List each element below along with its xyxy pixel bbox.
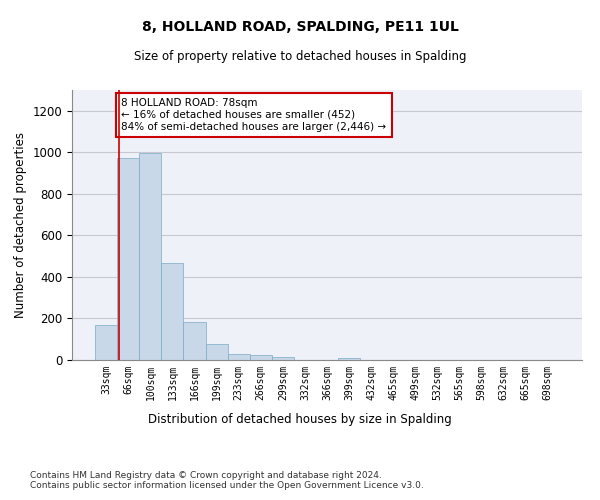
Text: 8, HOLLAND ROAD, SPALDING, PE11 1UL: 8, HOLLAND ROAD, SPALDING, PE11 1UL [142, 20, 458, 34]
Bar [184, 322, 206, 360]
Text: 8 HOLLAND ROAD: 78sqm
← 16% of detached houses are smaller (452)
84% of semi-det: 8 HOLLAND ROAD: 78sqm ← 16% of detached … [121, 98, 386, 132]
Text: Distribution of detached houses by size in Spalding: Distribution of detached houses by size … [148, 412, 452, 426]
Text: Contains HM Land Registry data © Crown copyright and database right 2024.
Contai: Contains HM Land Registry data © Crown c… [30, 470, 424, 490]
Text: Size of property relative to detached houses in Spalding: Size of property relative to detached ho… [134, 50, 466, 63]
Bar [206, 344, 227, 360]
Bar [227, 354, 250, 360]
Bar [161, 264, 184, 360]
Bar [250, 356, 272, 360]
Bar [272, 357, 294, 360]
Y-axis label: Number of detached properties: Number of detached properties [14, 132, 27, 318]
Bar [95, 324, 117, 360]
Bar [117, 158, 139, 360]
Bar [338, 358, 360, 360]
Bar [139, 154, 161, 360]
